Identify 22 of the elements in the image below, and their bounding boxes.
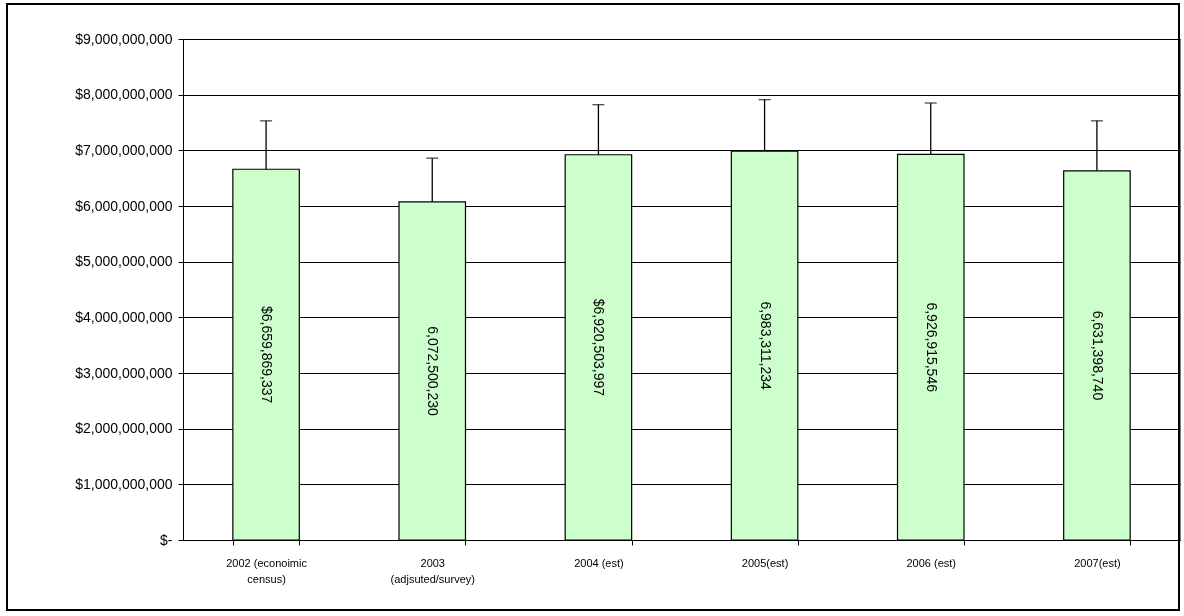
y-tick-label: $8,000,000,000 [75, 86, 173, 103]
x-tick-label: 2005(est) [741, 556, 789, 569]
x-tick-label: 2003 (adjsuted/survey) [390, 556, 475, 585]
y-tick-label: $5,000,000,000 [75, 253, 173, 270]
x-tick-label: 2006 (est) [906, 556, 957, 569]
data-label: 6,631,398,740 [1089, 310, 1106, 401]
y-tick-label: $- [160, 531, 173, 548]
data-label: $6,920,503,997 [591, 298, 608, 397]
data-label: 6,926,915,546 [923, 302, 940, 393]
y-tick-label: $3,000,000,000 [75, 364, 173, 381]
x-tick-label: 2004 (est) [574, 556, 624, 569]
data-label: $6,659,869,337 [259, 305, 276, 404]
y-tick-label: $1,000,000,000 [75, 475, 173, 492]
data-label: 6,072,500,230 [425, 326, 442, 416]
y-tick-label: $7,000,000,000 [75, 141, 173, 158]
x-tick-label: 2002 (econoimic census) [226, 556, 308, 585]
y-tick-label: $4,000,000,000 [75, 308, 173, 325]
x-tick-label: 2007(est) [1074, 556, 1121, 569]
data-label: 6,983,311,234 [757, 301, 774, 391]
y-tick-label: $9,000,000,000 [75, 30, 173, 47]
y-tick-label: $2,000,000,000 [75, 420, 173, 437]
y-tick-label: $6,000,000,000 [75, 197, 173, 214]
